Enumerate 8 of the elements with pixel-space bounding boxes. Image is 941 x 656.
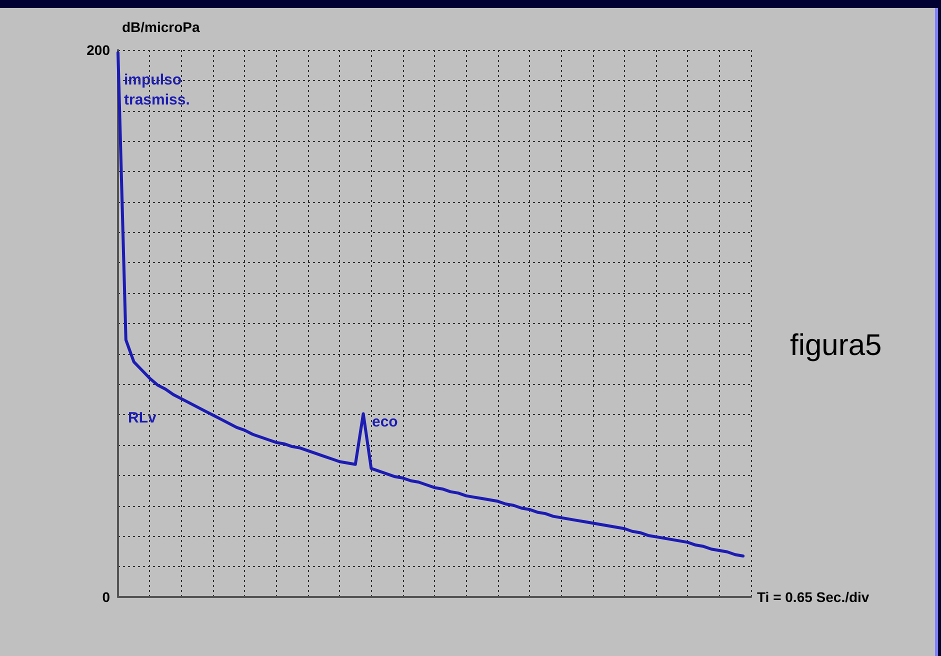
x-axis-title: Ti = 0.65 Sec./div	[757, 589, 870, 605]
annotation: eco	[372, 414, 398, 430]
text: figura5	[790, 329, 882, 362]
y-tick-label: 200	[86, 42, 110, 58]
y-tick-label: 0	[102, 589, 110, 605]
annotation: RLv	[128, 410, 157, 426]
y-axis-title: dB/microPa	[122, 19, 200, 35]
line-series	[116, 51, 745, 558]
